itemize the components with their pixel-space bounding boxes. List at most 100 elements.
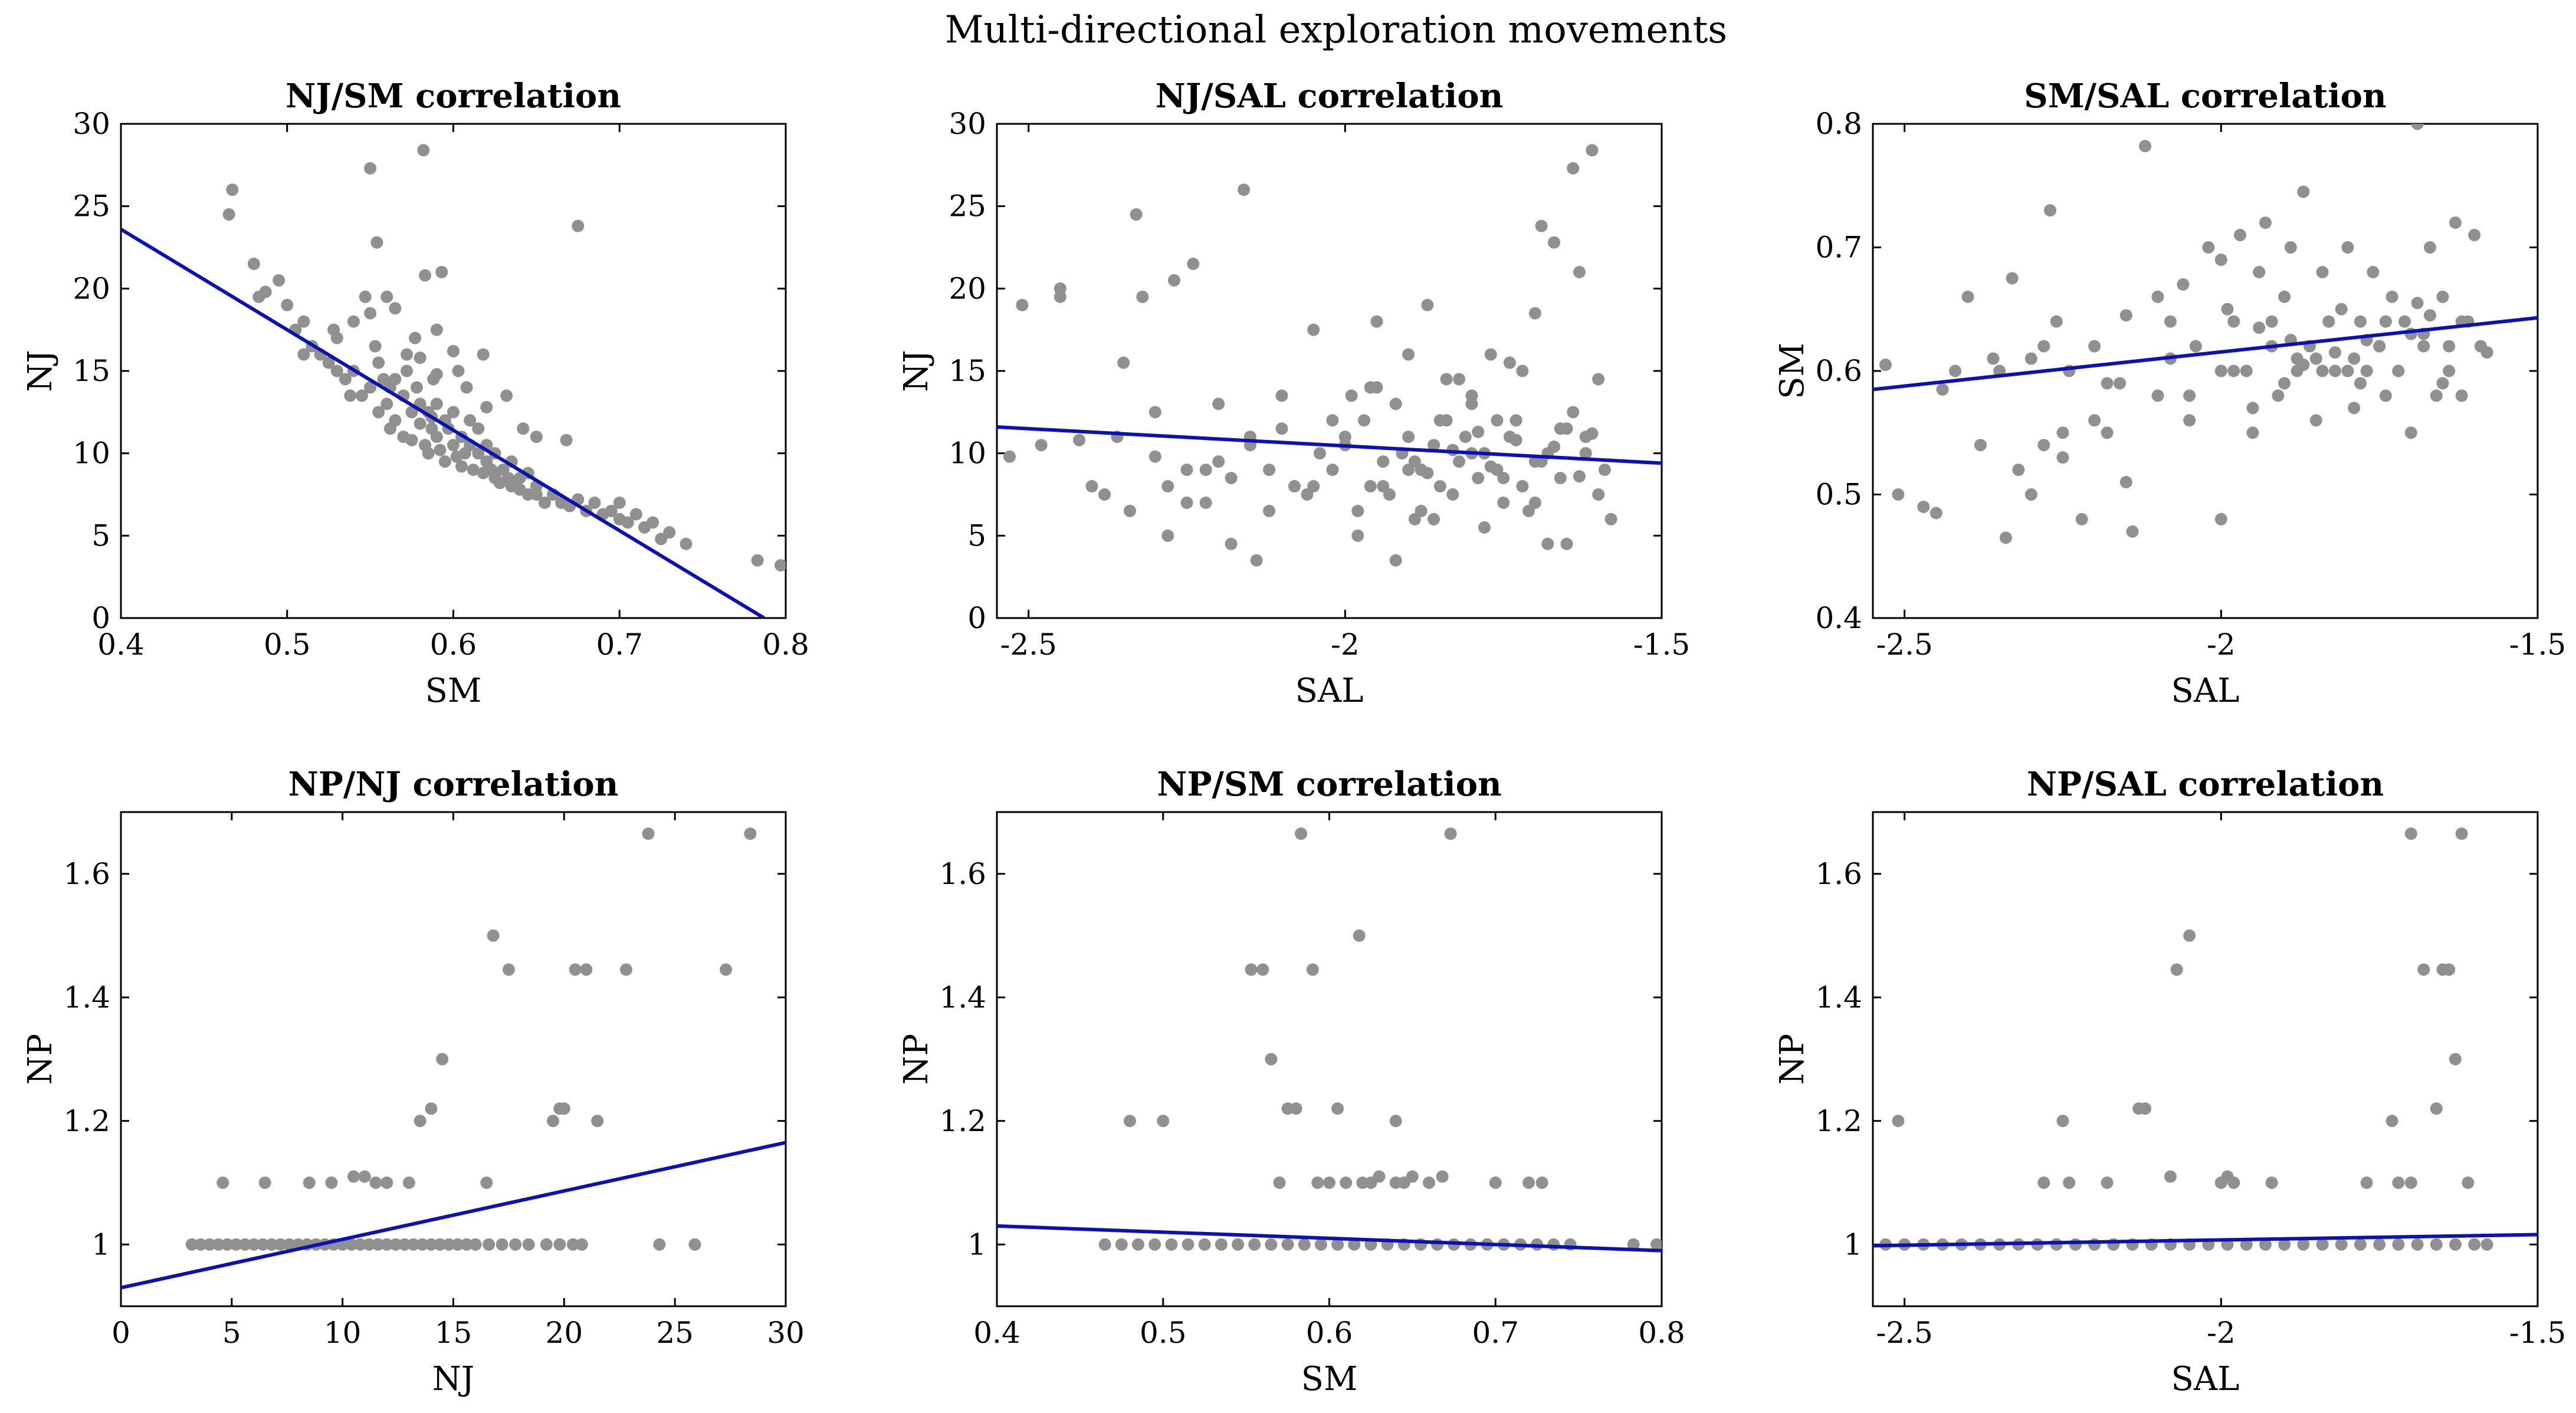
data-point	[451, 1238, 464, 1251]
data-point	[1421, 466, 1434, 479]
y-tick-label: 0.8	[1815, 107, 1862, 141]
data-point	[345, 1238, 358, 1251]
data-points	[222, 144, 786, 572]
data-point	[1115, 1238, 1128, 1251]
y-tick-label: 5	[967, 518, 986, 553]
data-point	[358, 1170, 371, 1183]
data-point	[1348, 1238, 1361, 1251]
data-point	[2322, 315, 2335, 328]
data-point	[1098, 488, 1111, 501]
data-point	[1263, 464, 1276, 477]
data-point	[647, 516, 659, 529]
data-point	[2430, 389, 2443, 402]
data-point	[435, 265, 448, 278]
data-point	[1535, 219, 1548, 232]
data-point	[364, 381, 377, 394]
data-point	[1650, 1238, 1662, 1251]
data-point	[1131, 1238, 1144, 1251]
data-point	[1433, 414, 1446, 427]
data-point	[1073, 433, 1086, 446]
data-point	[2430, 1102, 2443, 1115]
y-tick-label: 1.4	[1815, 980, 1862, 1014]
data-point	[2278, 290, 2291, 303]
data-point	[613, 496, 626, 509]
data-point	[347, 1170, 360, 1183]
data-point	[416, 1238, 429, 1251]
data-point	[1528, 496, 1541, 509]
data-point	[2012, 464, 2025, 477]
data-point	[398, 1238, 411, 1251]
data-point	[259, 285, 272, 298]
data-point	[530, 431, 543, 443]
data-point	[2354, 315, 2367, 328]
data-point	[642, 827, 655, 840]
data-point	[1370, 315, 1383, 328]
x-tick-label: 5	[222, 1316, 241, 1350]
subplot-5: NP/SM correlation 0.4 0.5 0.6 0.7 0.8 1 1.2 1.4 1…	[897, 765, 1685, 1398]
data-point	[2436, 377, 2449, 390]
data-point	[327, 323, 340, 336]
data-point	[566, 1238, 579, 1251]
data-point	[1554, 472, 1567, 485]
data-point	[1298, 1238, 1311, 1251]
y-tick-label: 25	[949, 189, 986, 224]
data-point	[517, 422, 530, 435]
data-point	[2411, 297, 2424, 310]
data-point	[1377, 455, 1390, 468]
data-point	[1436, 1170, 1449, 1183]
data-point	[472, 422, 485, 435]
x-tick-label: -2.5	[1876, 1316, 1932, 1350]
subplot-title: NP/SM correlation	[1157, 765, 1502, 804]
y-tick-label: 1.4	[63, 980, 110, 1014]
y-axis-label: NJ	[897, 350, 936, 392]
data-point	[1509, 433, 1522, 446]
plot-frame	[996, 811, 1663, 1307]
data-point	[2024, 488, 2037, 501]
data-point	[216, 1177, 229, 1189]
data-point	[553, 1238, 566, 1251]
data-point	[1478, 521, 1491, 534]
data-point	[247, 257, 260, 270]
x-tick-label: -2.5	[1876, 627, 1932, 662]
plot-frame	[1872, 811, 2539, 1307]
data-point	[1003, 450, 1016, 463]
data-point	[1168, 274, 1181, 287]
data-point	[1314, 1238, 1327, 1251]
data-point	[2316, 1238, 2329, 1251]
x-tick-label: 15	[435, 1316, 472, 1350]
data-point	[2443, 340, 2456, 353]
data-point	[621, 516, 634, 529]
data-point	[469, 1238, 482, 1251]
data-point	[2069, 1238, 2082, 1251]
data-point	[1573, 470, 1586, 483]
data-point	[1035, 439, 1048, 452]
data-point	[222, 208, 235, 221]
data-point	[2183, 414, 2196, 427]
data-point	[2404, 1177, 2417, 1189]
data-point	[2056, 1115, 2069, 1128]
x-tick-label: 0.7	[1472, 1316, 1519, 1350]
data-point	[2056, 426, 2069, 439]
data-point	[1187, 257, 1200, 270]
data-point	[1377, 480, 1390, 493]
data-point	[1892, 1115, 1905, 1128]
data-point	[2354, 1238, 2367, 1251]
data-point	[2227, 1177, 2240, 1189]
data-point	[2139, 1102, 2152, 1115]
data-point	[1016, 298, 1029, 311]
data-point	[407, 1238, 420, 1251]
data-point	[1567, 406, 1580, 419]
data-point	[442, 1238, 455, 1251]
x-tick-label: -1.5	[2509, 627, 2566, 662]
y-tick-label: 0.5	[1815, 478, 1862, 512]
x-axis-label: SAL	[2171, 1360, 2240, 1398]
data-point	[1307, 323, 1320, 336]
data-point	[1879, 359, 1892, 372]
data-point	[1489, 1177, 1502, 1189]
data-point	[364, 307, 377, 320]
data-point	[2449, 1053, 2462, 1066]
x-tick-label: 10	[324, 1316, 362, 1350]
data-point	[2037, 439, 2050, 452]
data-point	[1250, 554, 1263, 567]
